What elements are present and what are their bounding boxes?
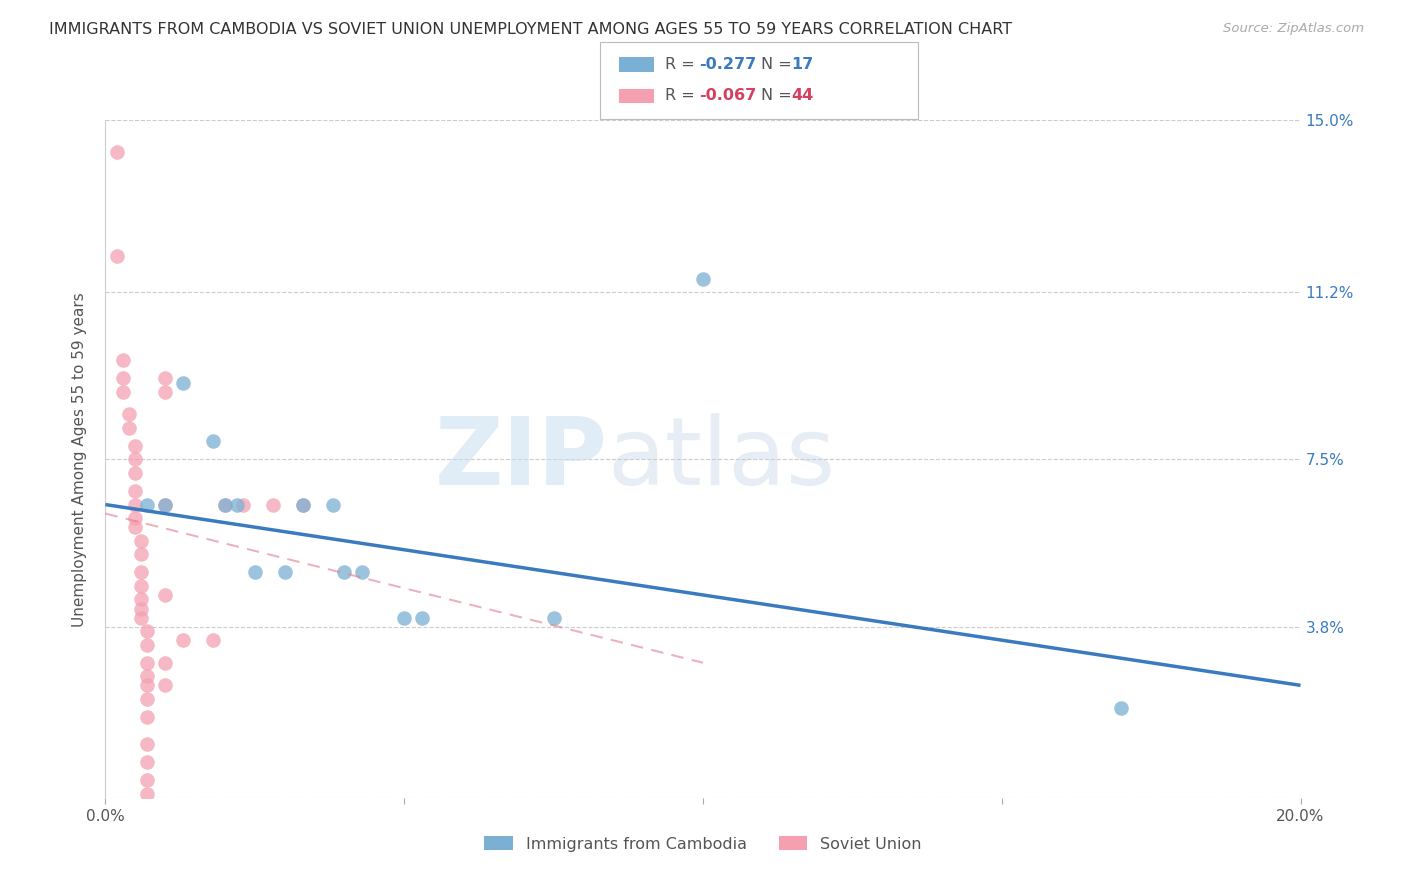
Point — [291, 498, 314, 512]
Point — [107, 249, 129, 263]
Text: -0.067: -0.067 — [699, 88, 756, 103]
Point — [225, 498, 249, 512]
Point — [124, 511, 146, 525]
Point — [136, 755, 159, 769]
Point — [129, 592, 153, 607]
Point — [692, 271, 714, 285]
Text: N =: N = — [761, 57, 797, 72]
Point — [112, 384, 135, 399]
Text: R =: R = — [665, 57, 700, 72]
Point — [136, 656, 159, 670]
Point — [129, 610, 153, 624]
Point — [172, 376, 194, 390]
Point — [214, 498, 236, 512]
Point — [129, 566, 153, 580]
Point — [107, 145, 129, 159]
Point — [129, 579, 153, 593]
Text: IMMIGRANTS FROM CAMBODIA VS SOVIET UNION UNEMPLOYMENT AMONG AGES 55 TO 59 YEARS : IMMIGRANTS FROM CAMBODIA VS SOVIET UNION… — [49, 22, 1012, 37]
Point — [124, 452, 146, 467]
Y-axis label: Unemployment Among Ages 55 to 59 years: Unemployment Among Ages 55 to 59 years — [72, 292, 87, 627]
Point — [291, 498, 314, 512]
Text: Source: ZipAtlas.com: Source: ZipAtlas.com — [1223, 22, 1364, 36]
Point — [202, 633, 225, 648]
Point — [112, 353, 135, 368]
Point — [155, 498, 177, 512]
Point — [232, 498, 254, 512]
Point — [136, 624, 159, 639]
Text: R =: R = — [665, 88, 700, 103]
Point — [333, 566, 356, 580]
Point — [243, 566, 266, 580]
Point — [118, 421, 141, 435]
Point — [172, 633, 194, 648]
Point — [124, 498, 146, 512]
Legend: Immigrants from Cambodia, Soviet Union: Immigrants from Cambodia, Soviet Union — [478, 830, 928, 858]
Point — [136, 737, 159, 751]
Point — [155, 678, 177, 692]
Point — [129, 547, 153, 561]
Point — [155, 384, 177, 399]
Text: ZIP: ZIP — [434, 413, 607, 506]
Point — [543, 610, 565, 624]
Point — [321, 498, 344, 512]
Point — [136, 498, 159, 512]
Point — [202, 434, 225, 449]
Point — [262, 498, 284, 512]
Point — [124, 439, 146, 453]
Point — [155, 588, 177, 602]
Point — [129, 533, 153, 548]
Point — [118, 407, 141, 421]
Point — [273, 566, 295, 580]
Point — [155, 656, 177, 670]
Point — [136, 710, 159, 724]
Point — [352, 566, 374, 580]
Text: 17: 17 — [792, 57, 814, 72]
Point — [1111, 701, 1133, 715]
Point — [394, 610, 416, 624]
Text: atlas: atlas — [607, 413, 835, 506]
Point — [124, 466, 146, 480]
Point — [411, 610, 433, 624]
Text: N =: N = — [761, 88, 797, 103]
Point — [155, 498, 177, 512]
Point — [136, 773, 159, 788]
Point — [136, 678, 159, 692]
Point — [112, 371, 135, 385]
Text: -0.277: -0.277 — [699, 57, 756, 72]
Point — [136, 787, 159, 801]
Point — [124, 520, 146, 534]
Point — [129, 601, 153, 615]
Point — [136, 669, 159, 683]
Point — [124, 483, 146, 498]
Point — [136, 638, 159, 652]
Point — [155, 371, 177, 385]
Point — [214, 498, 236, 512]
Point — [136, 692, 159, 706]
Text: 44: 44 — [792, 88, 814, 103]
